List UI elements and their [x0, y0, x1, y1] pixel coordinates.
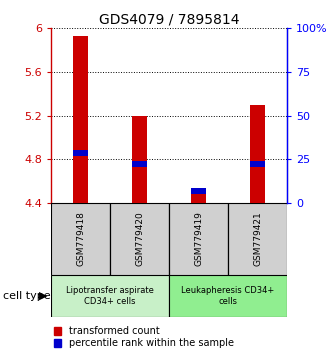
Bar [51, 275, 169, 317]
Bar [191, 188, 206, 194]
Bar [169, 275, 287, 317]
Text: Lipotransfer aspirate
CD34+ cells: Lipotransfer aspirate CD34+ cells [66, 286, 154, 306]
Bar [110, 203, 169, 275]
Text: Leukapheresis CD34+
cells: Leukapheresis CD34+ cells [182, 286, 275, 306]
Bar [169, 203, 228, 275]
Bar [228, 203, 287, 275]
Bar [73, 36, 88, 203]
Title: GDS4079 / 7895814: GDS4079 / 7895814 [99, 13, 239, 27]
Bar [191, 188, 206, 203]
Text: GSM779421: GSM779421 [253, 212, 262, 266]
Text: ▶: ▶ [39, 291, 48, 301]
Text: cell type: cell type [3, 291, 51, 301]
Bar [73, 150, 88, 156]
Bar [51, 203, 110, 275]
Bar [250, 104, 265, 203]
Bar [132, 161, 147, 167]
Text: GSM779418: GSM779418 [76, 212, 85, 267]
Bar [132, 115, 147, 203]
Legend: transformed count, percentile rank within the sample: transformed count, percentile rank withi… [53, 325, 235, 349]
Text: GSM779420: GSM779420 [135, 212, 144, 266]
Text: GSM779419: GSM779419 [194, 212, 203, 267]
Bar [250, 161, 265, 167]
